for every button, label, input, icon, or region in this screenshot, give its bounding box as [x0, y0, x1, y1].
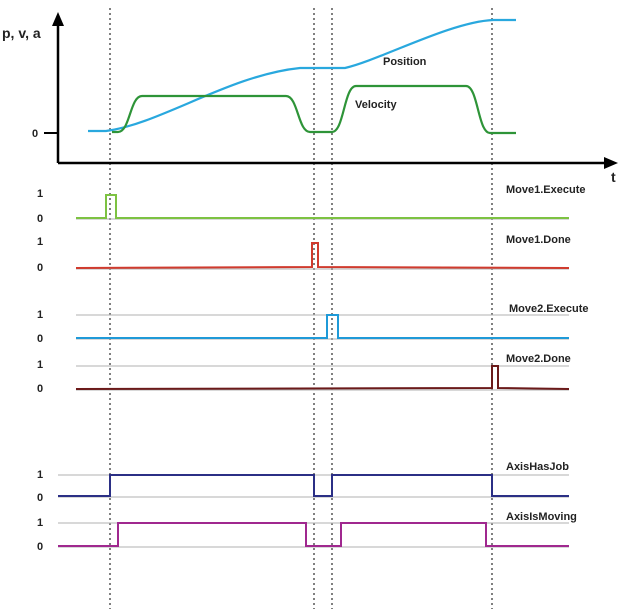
signal-trace — [58, 522, 569, 547]
y-axis-label: p, v, a — [2, 25, 41, 41]
signal-low-label: 0 — [37, 213, 43, 225]
signal-name: Move1.Execute — [506, 184, 585, 196]
velocity-label: Velocity — [355, 99, 397, 111]
signal-move1-execute: 1 0 Move1.Execute — [37, 184, 585, 225]
signal-high-label: 1 — [37, 188, 43, 200]
signal-move2-execute: 1 0 Move2.Execute — [37, 303, 588, 345]
event-markers — [109, 8, 493, 609]
position-label: Position — [383, 56, 427, 68]
signal-move1-done: 1 0 Move1.Done — [37, 234, 571, 274]
signal-name: AxisHasJob — [506, 461, 569, 473]
signal-high-label: 1 — [37, 236, 43, 248]
signal-name: Move1.Done — [506, 234, 571, 246]
signal-axis-has-job: 1 0 AxisHasJob — [37, 461, 569, 504]
signal-low-label: 0 — [37, 383, 43, 395]
signal-trace — [76, 194, 569, 219]
signal-high-label: 1 — [37, 517, 43, 529]
signal-move2-done: 1 0 Move2.Done — [37, 353, 571, 395]
signal-low-label: 0 — [37, 262, 43, 274]
signal-high-label: 1 — [37, 359, 43, 371]
signal-name: Move2.Execute — [509, 303, 588, 315]
x-axis-label: t — [611, 169, 616, 185]
signal-name: AxisIsMoving — [506, 511, 577, 523]
y-axis-arrow-icon — [52, 12, 64, 26]
signal-low-label: 0 — [37, 492, 43, 504]
signal-low-label: 0 — [37, 333, 43, 345]
signal-trace — [75, 365, 570, 390]
position-curve — [88, 18, 516, 133]
signal-trace — [75, 242, 570, 269]
signal-high-label: 1 — [37, 309, 43, 321]
velocity-curve — [112, 84, 516, 135]
signal-name: Move2.Done — [506, 353, 571, 365]
signal-axis-is-moving: 1 0 AxisIsMoving — [37, 511, 577, 553]
signal-trace — [76, 314, 569, 339]
signal-low-label: 0 — [37, 541, 43, 553]
signal-trace — [58, 474, 569, 497]
zero-label: 0 — [32, 128, 38, 140]
signal-high-label: 1 — [37, 469, 43, 481]
x-axis-arrow-icon — [604, 157, 618, 169]
motion-chart: p, v, a t 0 Position Velocity — [2, 12, 618, 185]
